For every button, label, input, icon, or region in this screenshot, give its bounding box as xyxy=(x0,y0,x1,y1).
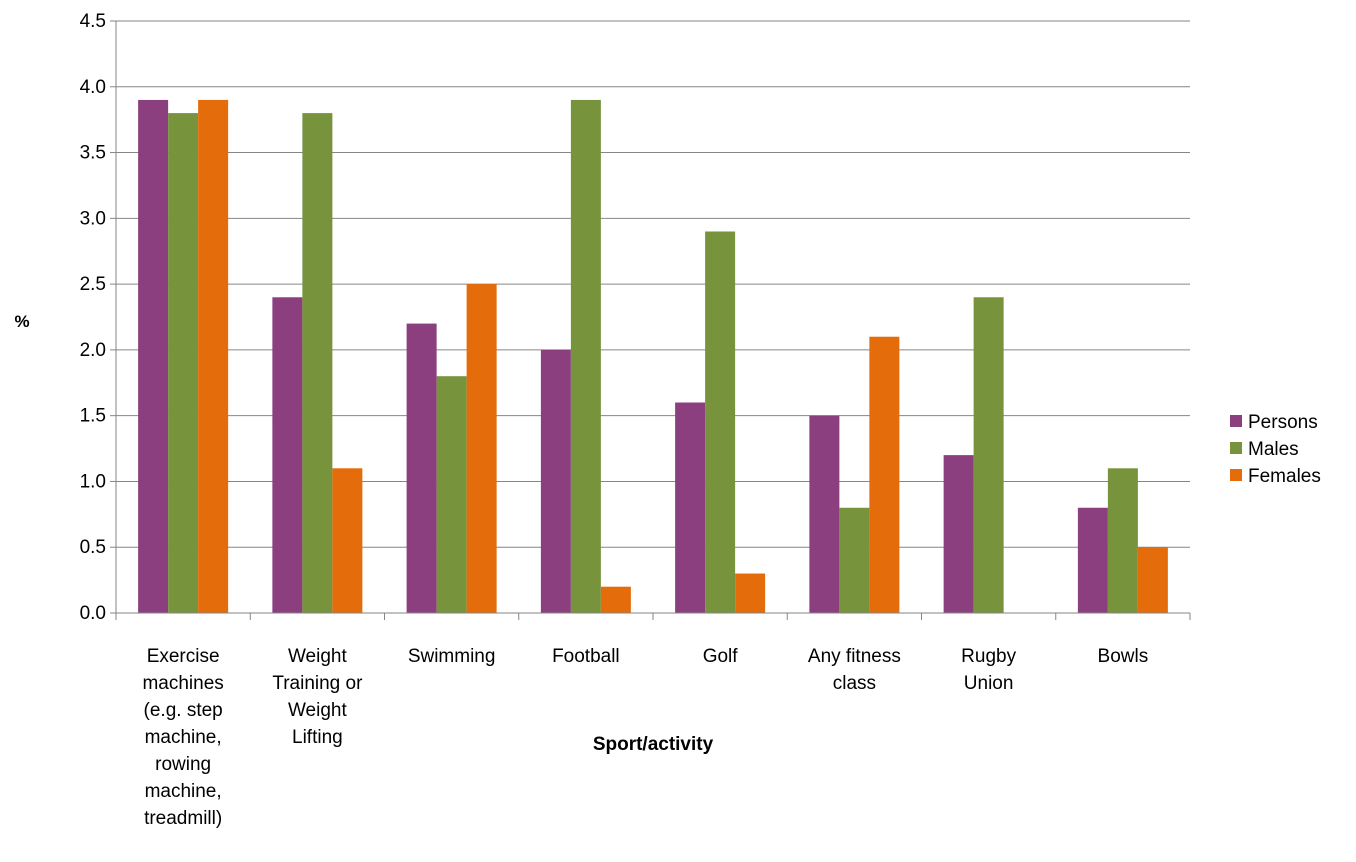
bar-persons xyxy=(1077,507,1108,613)
y-tick-label: 3.0 xyxy=(80,208,106,229)
y-tick-label: 0.5 xyxy=(80,537,106,558)
bar-persons xyxy=(943,455,974,613)
legend-label: Females xyxy=(1248,466,1321,487)
x-tick-labels: Exercise machines (e.g. step machine, rowing… xyxy=(142,646,1148,829)
legend-swatch xyxy=(1230,415,1242,427)
bar-males xyxy=(302,113,333,613)
bar-persons xyxy=(406,323,437,613)
bar-males xyxy=(168,113,199,613)
legend: Persons Males Females xyxy=(1230,412,1321,487)
y-tick-label: 1.0 xyxy=(80,471,106,492)
x-tick-label: Football xyxy=(552,646,620,667)
bar-persons xyxy=(138,99,169,613)
y-tick-label: 4.5 xyxy=(80,11,106,32)
bar-males xyxy=(705,231,736,613)
legend-label: Males xyxy=(1248,439,1299,460)
bar-females xyxy=(600,586,631,613)
bar-persons xyxy=(272,297,303,613)
bar-males xyxy=(973,297,1004,613)
bar-females xyxy=(332,468,363,613)
x-tick-label: Swimming xyxy=(408,646,496,667)
bar-females xyxy=(735,573,766,613)
x-tick-label: Any fitness class xyxy=(808,646,901,694)
bar-females xyxy=(198,99,229,613)
y-tick-label: 2.0 xyxy=(80,340,106,361)
bar-males xyxy=(1107,468,1138,613)
y-tick-labels: 0.0 0.5 1.0 1.5 2.0 2.5 3.0 3.5 4.0 4.5 xyxy=(80,11,106,624)
y-tick-label: 2.5 xyxy=(80,274,106,295)
axes xyxy=(110,20,1191,620)
y-tick-label: 1.5 xyxy=(80,406,106,427)
bar-persons xyxy=(809,415,840,613)
legend-label: Persons xyxy=(1248,412,1318,433)
x-tick-label: Bowls xyxy=(1098,646,1149,667)
y-tick-label: 4.0 xyxy=(80,77,106,98)
y-axis-label: % xyxy=(14,312,29,331)
legend-swatch xyxy=(1230,442,1242,454)
bar-persons xyxy=(540,349,571,613)
bar-persons xyxy=(675,402,706,613)
bar-males xyxy=(570,99,601,613)
y-tick-label: 3.5 xyxy=(80,143,106,164)
x-axis-label: Sport/activity xyxy=(593,734,714,755)
bar-females xyxy=(1137,547,1168,613)
bar-females xyxy=(466,284,497,613)
x-tick-label: Exercise machines (e.g. step machine, rowing… xyxy=(142,646,223,829)
bars xyxy=(138,99,1168,613)
bar-males xyxy=(436,376,467,613)
bar-females xyxy=(869,336,900,613)
legend-swatch xyxy=(1230,469,1242,481)
y-tick-label: 0.0 xyxy=(80,603,106,624)
x-tick-label: Rugby Union xyxy=(961,646,1016,694)
bar-males xyxy=(839,507,870,613)
x-tick-label: Weight Training or Weight Lifting xyxy=(272,646,363,748)
x-tick-label: Golf xyxy=(703,646,739,667)
